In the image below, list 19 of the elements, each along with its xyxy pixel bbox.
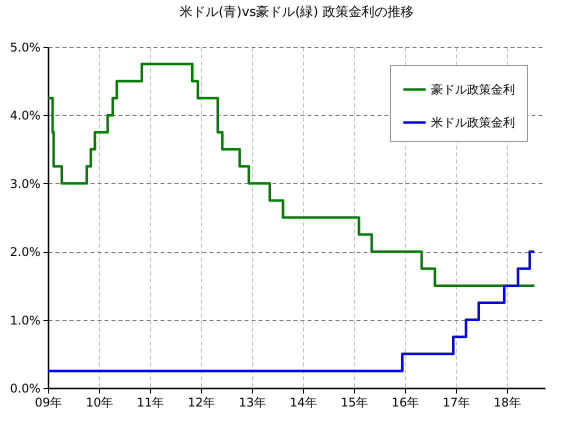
x-tick-label: 16年: [392, 396, 419, 410]
y-tick-label: 3.0%: [10, 176, 40, 191]
y-tick-label: 0.0%: [10, 382, 40, 396]
x-tick-label: 12年: [188, 396, 216, 410]
x-tick-label: 11年: [136, 396, 164, 410]
x-tick-label: 10年: [86, 396, 114, 410]
x-tick-label: 15年: [340, 396, 368, 410]
y-tick-label: 2.0%: [10, 245, 40, 260]
y-tick-label: 5.0%: [10, 40, 40, 54]
legend-label: 豪ドル政策金利: [431, 82, 515, 96]
x-tick-label: 14年: [290, 396, 318, 410]
legend-label: 米ドル政策金利: [431, 116, 515, 130]
x-tick-label: 18年: [494, 396, 521, 410]
chart-title: 米ドル(青)vs豪ドル(緑) 政策金利の推移: [180, 5, 414, 20]
x-tick-label: 09年: [34, 396, 62, 410]
y-tick-label: 4.0%: [10, 108, 40, 123]
y-tick-label: 1.0%: [10, 313, 40, 328]
x-tick-label: 17年: [442, 396, 470, 410]
x-tick-label: 13年: [238, 396, 266, 410]
